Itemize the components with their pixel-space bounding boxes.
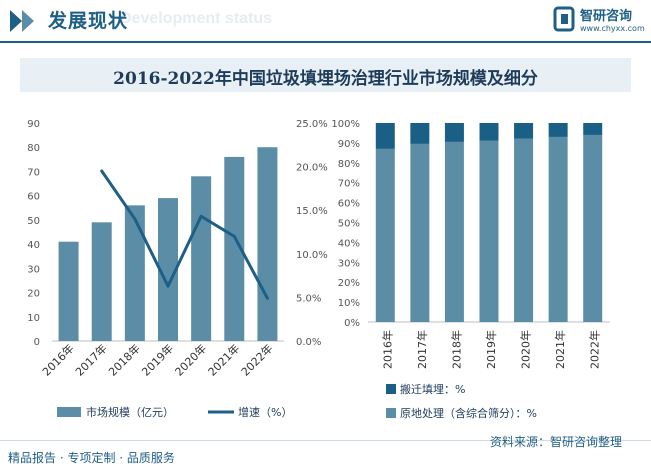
footer-divider [0,440,651,441]
chart-canvas: 0 10 20 30 40 50 60 70 80 90 0.0% 5.0% 10.0% 15.0% 20.… [27,119,610,420]
legend-label-growth: 增速（%） [238,405,292,419]
left-y-tick-label: 50 [27,216,40,227]
source-note: 资料来源：智研咨询整理 [490,435,623,449]
stacked-x-category-label: 2017年 [415,330,429,369]
in-situ-treatment-segment [375,148,395,322]
stacked-y-tick-label: 30% [338,258,360,269]
left-x-category-label: 2018年 [106,341,143,378]
right-y-tick-label: 15.0% [296,206,328,217]
market-size-bar [224,156,245,341]
stacked-y-tick-label: 40% [338,238,360,249]
relocation-landfill-segment [514,123,534,139]
growth-rate-point [265,296,269,300]
right-y-tick-label: 25.0% [296,119,328,130]
right-y-tick-label: 0.0% [296,337,321,348]
stacked-x-category-label: 2019年 [484,330,498,369]
section-subtitle: Development status [120,10,273,27]
stacked-x-category-label: 2022年 [588,330,602,369]
stacked-y-tick-label: 80% [338,159,360,170]
left-x-category-label: 2022年 [238,341,275,378]
legend-label-market-size: 市场规模（亿元） [86,405,174,419]
left-y-tick-label: 0 [34,337,40,348]
in-situ-treatment-segment [514,138,534,322]
legend-swatch-relocation [386,384,396,394]
market-size-bar [158,198,178,341]
legend-label-relocation: 搬迁填埋：% [400,382,465,396]
market-size-bar [58,241,79,341]
right-y-tick-label: 5.0% [296,293,321,304]
market-size-bar [91,222,112,341]
left-y-tick-label: 60 [27,192,40,203]
header-bar: Development status 发展现状 智研咨询 www.chyxx.c… [0,0,651,42]
brand-url[interactable]: www.chyxx.com [580,24,645,33]
stacked-x-category-label: 2016年 [380,330,394,369]
right-y-tick-label: 10.0% [296,250,328,261]
chart-title: 2016-2022年中国垃圾填埋场治理行业市场规模及细分 [113,69,538,89]
in-situ-treatment-segment [444,141,464,322]
brand-logo-icon [553,6,575,32]
relocation-landfill-segment [479,123,499,141]
growth-rate-point [166,284,170,288]
relocation-landfill-segment [375,123,395,149]
stacked-y-tick-label: 60% [338,199,360,210]
in-situ-treatment-segment [479,140,499,322]
stacked-y-tick-label: 20% [338,278,360,289]
left-y-tick-label: 40 [27,240,40,251]
stacked-x-category-label: 2021年 [553,330,567,369]
growth-rate-line [100,170,269,299]
legend-swatch-in-situ [386,408,396,418]
left-x-category-label: 2019年 [139,341,176,378]
section-marker-icon [10,10,34,32]
left-x-category-label: 2017年 [72,341,109,378]
left-y-tick-label: 70 [27,167,40,178]
relocation-landfill-segment [583,123,603,135]
left-x-category-label: 2021年 [205,341,242,378]
market-size-bar [124,205,145,341]
in-situ-treatment-segment [583,134,603,322]
relocation-landfill-segment [548,123,568,137]
section-title: 发展现状 [48,10,129,32]
left-y-tick-label: 30 [27,264,40,275]
stacked-x-category-label: 2018年 [449,330,463,369]
footer-slogan: 精品报告 · 专项定制 · 品质服务 [8,451,175,465]
left-y-tick-label: 90 [27,119,40,130]
right-y-tick-label: 20.0% [296,163,328,174]
in-situ-treatment-segment [548,136,568,322]
growth-rate-point [100,169,104,173]
stacked-y-tick-label: 100% [331,119,360,130]
in-situ-treatment-segment [410,143,430,322]
brand-name: 智研咨询 [580,9,633,24]
market-size-bar [257,147,278,341]
header-divider [0,41,651,43]
growth-rate-point [232,234,236,238]
left-y-tick-label: 80 [27,143,40,154]
relocation-landfill-segment [410,123,430,144]
relocation-landfill-segment [444,123,464,142]
left-y-tick-label: 10 [27,313,40,324]
left-x-category-label: 2020年 [172,341,209,378]
chart-title-bar: 2016-2022年中国垃圾填埋场治理行业市场规模及细分 [20,58,631,92]
stacked-x-category-label: 2020年 [519,330,533,369]
stacked-y-tick-label: 50% [338,219,360,230]
stacked-y-tick-label: 70% [338,179,360,190]
stacked-y-tick-label: 0% [344,318,360,329]
left-x-category-label: 2016年 [39,341,76,378]
market-size-bar [191,176,212,341]
legend-label-in-situ: 原地处理（含综合筛分）：% [400,406,537,420]
growth-rate-point [133,217,137,221]
growth-rate-point [199,214,203,218]
stacked-y-tick-label: 10% [338,298,360,309]
left-y-tick-label: 20 [27,289,40,300]
stacked-y-tick-label: 90% [338,139,360,150]
legend-swatch-market-size [57,407,81,417]
